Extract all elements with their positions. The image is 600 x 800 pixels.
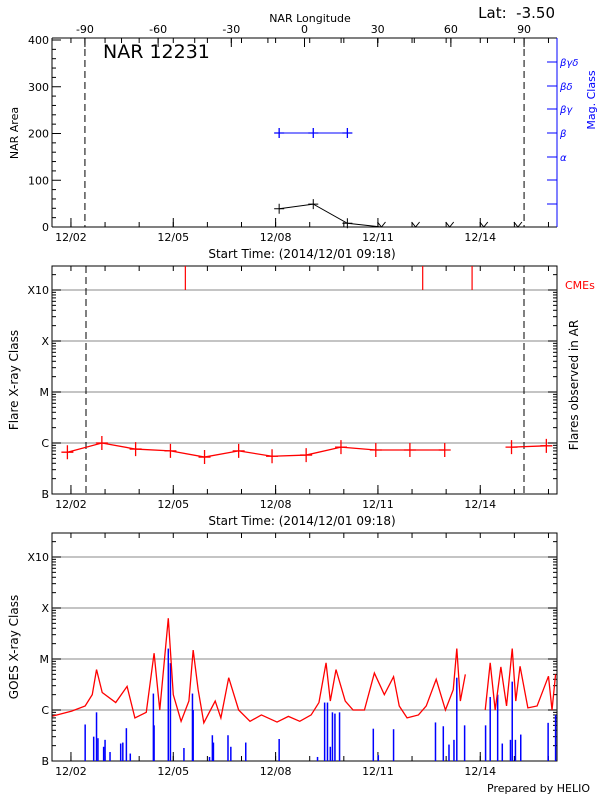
longitude-tick-label: -60 bbox=[149, 23, 167, 36]
x-tick-label: 12/05 bbox=[157, 765, 189, 778]
mag-class-tick-label: βγ bbox=[559, 105, 573, 116]
y-axis-label: GOES X-ray Class bbox=[7, 595, 21, 699]
y-tick-label: 0 bbox=[42, 221, 49, 234]
flare-line bbox=[67, 442, 445, 458]
y-tick-label: X10 bbox=[27, 551, 49, 564]
flare-marker bbox=[198, 450, 211, 465]
y-tick-label: X10 bbox=[27, 284, 49, 297]
chart-title: NAR 12231 bbox=[103, 41, 210, 63]
x-axis-label: Start Time: (2014/12/01 09:18) bbox=[208, 247, 395, 261]
mag-class-tick-label: β bbox=[559, 129, 567, 140]
y-tick-label: 100 bbox=[28, 174, 49, 187]
plot-frame bbox=[51, 265, 558, 495]
x-tick-label: 12/05 bbox=[157, 231, 189, 244]
y-tick-label: M bbox=[40, 386, 50, 399]
area-marker bbox=[342, 218, 353, 229]
flare-marker bbox=[369, 442, 382, 457]
x-tick-label: 12/08 bbox=[260, 231, 292, 244]
x-tick-label: 12/11 bbox=[362, 231, 394, 244]
x-tick-label: 12/14 bbox=[464, 231, 496, 244]
panel-flare-class: B C M X X10 Flare X-ray Class 12/02 12/05 12/08 1… bbox=[7, 265, 595, 528]
flare-marker bbox=[95, 436, 108, 450]
mag-class-tick-label: βγδ bbox=[559, 58, 578, 69]
longitude-axis-label: NAR Longitude bbox=[269, 12, 351, 25]
area-marker bbox=[308, 199, 319, 210]
mag-class-marker bbox=[274, 128, 285, 138]
flare-marker bbox=[540, 438, 553, 453]
longitude-tick-label: 0 bbox=[301, 23, 308, 36]
y-tick-label: 200 bbox=[28, 128, 49, 141]
area-zero-marker bbox=[411, 221, 420, 228]
y-tick-label: B bbox=[41, 755, 49, 768]
mag-class-tick-label: βδ bbox=[559, 82, 573, 93]
y-tick-label: X bbox=[41, 602, 49, 615]
right-axis-label: Flares observed in AR bbox=[567, 320, 581, 450]
x-tick-label: 12/11 bbox=[362, 765, 394, 778]
footer-credit: Prepared by HELIO bbox=[487, 782, 590, 795]
long-channel-line bbox=[484, 648, 557, 711]
long-channel-line bbox=[52, 618, 466, 725]
x-tick-label: 12/08 bbox=[260, 765, 292, 778]
area-zero-marker bbox=[513, 221, 523, 228]
flare-marker bbox=[232, 443, 245, 458]
flare-marker bbox=[61, 445, 74, 460]
area-marker bbox=[274, 203, 285, 214]
flare-marker bbox=[164, 443, 177, 458]
longitude-tick-label: -90 bbox=[76, 23, 94, 36]
mag-class-marker bbox=[308, 128, 319, 138]
longitude-tick-label: 60 bbox=[444, 23, 458, 36]
flare-marker bbox=[505, 440, 518, 455]
mag-class-marker bbox=[342, 128, 353, 138]
plot-frame bbox=[51, 532, 558, 762]
mag-class-tick-label: α bbox=[560, 153, 567, 164]
longitude-tick-label: -30 bbox=[222, 23, 240, 36]
x-tick-label: 12/02 bbox=[55, 765, 87, 778]
flare-marker bbox=[438, 442, 451, 457]
y-tick-label: C bbox=[41, 437, 49, 450]
longitude-tick-label: 30 bbox=[371, 23, 385, 36]
flare-marker bbox=[266, 449, 279, 464]
y-tick-label: C bbox=[41, 704, 49, 717]
latitude-label: Lat: -3.50 bbox=[478, 4, 555, 22]
y-tick-label: 400 bbox=[28, 34, 49, 47]
y-axis-label: Flare X-ray Class bbox=[7, 330, 21, 430]
right-axis-label: Mag. Class bbox=[585, 70, 598, 129]
panel-goes-xray: B C M X X10 GOES X-ray Class 12/02 12/05 12/08 12… bbox=[7, 532, 590, 795]
x-tick-label: 12/05 bbox=[157, 498, 189, 511]
y-tick-label: B bbox=[41, 488, 49, 501]
x-tick-label: 12/11 bbox=[362, 498, 394, 511]
y-tick-label: 300 bbox=[28, 81, 49, 94]
area-line bbox=[279, 203, 518, 228]
y-tick-label: M bbox=[40, 653, 50, 666]
area-zero-marker bbox=[445, 221, 455, 228]
x-tick-label: 12/02 bbox=[55, 498, 87, 511]
x-tick-label: 12/14 bbox=[464, 498, 496, 511]
y-tick-label: X bbox=[41, 335, 49, 348]
flare-marker bbox=[334, 440, 347, 455]
flare-marker bbox=[300, 448, 313, 463]
longitude-tick-label: 90 bbox=[517, 23, 531, 36]
x-tick-label: 12/08 bbox=[260, 498, 292, 511]
y-axis-label: NAR Area bbox=[8, 107, 21, 159]
area-zero-marker bbox=[377, 221, 386, 228]
x-tick-label: 12/14 bbox=[464, 765, 496, 778]
area-zero-marker bbox=[479, 221, 489, 228]
panel-nar-area: 0 100 200 300 400 NAR Area -90 -60 -30 0 30 60 90 NAR… bbox=[8, 12, 598, 261]
flare-marker bbox=[129, 442, 142, 457]
x-tick-label: 12/02 bbox=[55, 231, 87, 244]
x-axis-label: Start Time: (2014/12/01 09:18) bbox=[208, 514, 395, 528]
flare-marker bbox=[403, 442, 416, 457]
cme-label: CMEs bbox=[565, 279, 595, 292]
